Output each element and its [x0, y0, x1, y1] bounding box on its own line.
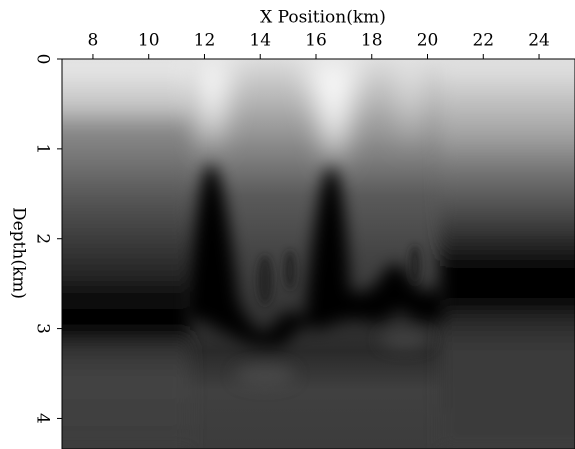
y-tick-label: 2: [33, 233, 53, 244]
x-tick-label: 14: [249, 31, 271, 51]
x-tick-label: 24: [528, 31, 550, 51]
x-tick-label: 10: [138, 31, 160, 51]
x-tick-label: 8: [88, 31, 99, 51]
y-tick-label: 4: [33, 413, 53, 424]
x-tick-label: 12: [194, 31, 216, 51]
x-tick-label: 20: [417, 31, 439, 51]
x-tick-label: 16: [305, 31, 327, 51]
y-axis-label: Depth(km): [9, 207, 29, 299]
seismic-image: [62, 59, 575, 449]
plot-frame: [61, 58, 575, 449]
y-tick-label: 1: [33, 143, 53, 154]
y-tick-label: 3: [33, 323, 53, 334]
x-axis-label: X Position(km): [260, 8, 386, 28]
x-tick-label: 22: [472, 31, 494, 51]
y-tick-label: 0: [33, 54, 53, 65]
x-tick-label: 18: [361, 31, 383, 51]
